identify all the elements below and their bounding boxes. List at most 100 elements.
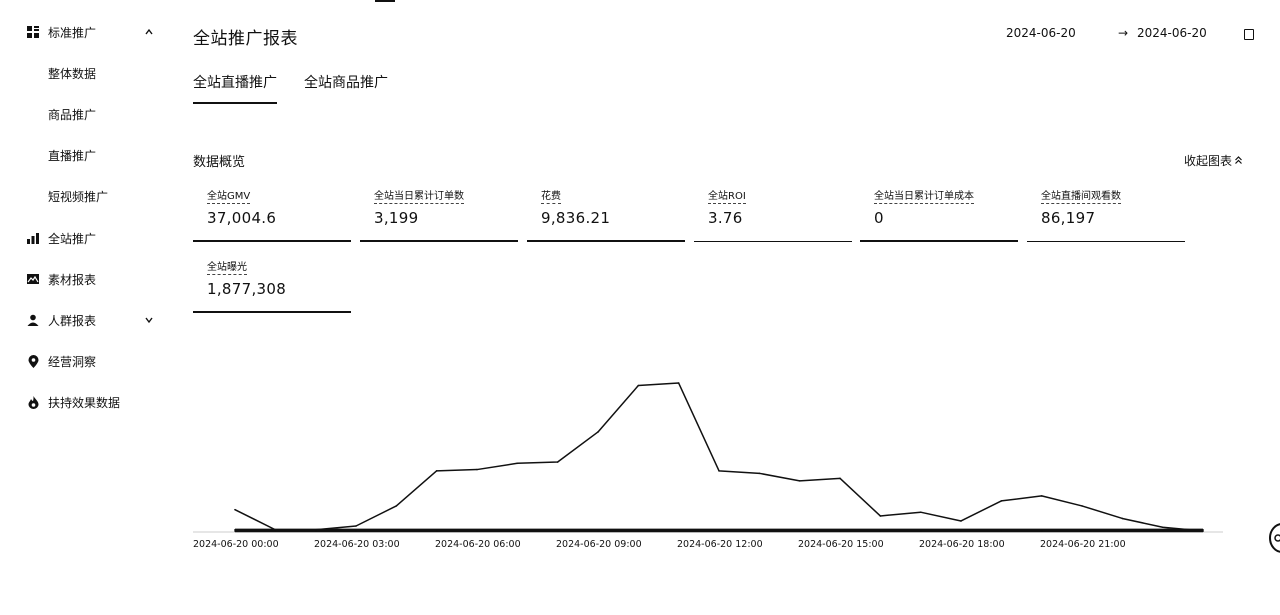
data-point: [1040, 495, 1043, 497]
sidebar-item-standard-promotion[interactable]: 标准推广: [26, 21, 156, 43]
sidebar-subitem-live-promotion[interactable]: 直播推广: [48, 145, 96, 165]
data-point: [919, 511, 922, 513]
data-point: [1000, 500, 1003, 502]
metric-label: 全站GMV: [207, 191, 251, 204]
data-point: [879, 530, 882, 532]
tab-site-product-promotion[interactable]: 全站商品推广: [304, 75, 388, 91]
data-point: [476, 530, 478, 532]
tab-site-live-promotion[interactable]: 全站直播推广: [193, 72, 277, 104]
metric-card-spend[interactable]: 花费 9,836.21: [527, 190, 685, 242]
data-point: [839, 477, 841, 480]
metric-value: 37,004.6: [207, 209, 277, 227]
sidebar-item-label: 素材报表: [48, 272, 97, 287]
calendar-icon[interactable]: [1244, 29, 1254, 40]
data-point: [798, 530, 801, 532]
sidebar-item-business-insight[interactable]: 经营洞察: [26, 350, 156, 372]
data-point: [919, 530, 922, 532]
sidebar-item-audience-report[interactable]: 人群报表: [26, 309, 156, 331]
metric-value: 86,197: [1041, 209, 1096, 227]
data-point: [234, 530, 236, 532]
data-point: [556, 461, 559, 463]
tab-bar: 全站直播推广 全站商品推广: [193, 72, 388, 104]
sidebar-subitem-label: 短视频推广: [48, 189, 109, 204]
location-pin-icon: [26, 354, 40, 368]
sidebar-subitem-short-video-promotion[interactable]: 短视频推广: [48, 186, 108, 206]
help-icon[interactable]: [1268, 520, 1280, 556]
sidebar-subitem-product-promotion[interactable]: 商品推广: [48, 104, 96, 124]
data-point: [395, 530, 398, 532]
x-tick-label: 2024-06-20 06:00: [435, 539, 521, 550]
data-point: [960, 520, 962, 522]
metric-card-order-count[interactable]: 全站当日累计订单数 3,199: [360, 190, 518, 242]
arrow-right-icon: →: [1118, 26, 1129, 40]
sidebar-item-material-report[interactable]: 素材报表: [26, 268, 156, 290]
date-start-input[interactable]: 2024-06-20: [1006, 26, 1076, 40]
data-point: [637, 530, 640, 532]
data-point: [435, 530, 438, 532]
metric-label: 全站ROI: [708, 191, 746, 204]
data-point: [476, 468, 478, 471]
data-point: [597, 431, 599, 433]
date-end-input[interactable]: 2024-06-20: [1137, 26, 1207, 40]
page-title: 全站推广报表: [193, 29, 298, 49]
x-tick-label: 2024-06-20 21:00: [1040, 539, 1126, 550]
sidebar-item-site-promotion[interactable]: 全站推广: [26, 227, 156, 249]
sidebar-item-label: 全站推广: [48, 231, 97, 246]
data-point: [677, 382, 680, 384]
x-tick-label: 2024-06-20 03:00: [314, 539, 400, 550]
data-point: [1121, 517, 1124, 520]
person-icon: [26, 313, 40, 327]
metric-card-roi[interactable]: 全站ROI 3.76: [694, 190, 852, 242]
metric-card-gmv[interactable]: 全站GMV 37,004.6: [193, 190, 351, 242]
trend-chart-svg: 2024-06-20 00:00 2024-06-20 03:00 2024-06-…: [193, 382, 1223, 550]
sidebar-subitem-overall-data[interactable]: 整体数据: [48, 63, 96, 83]
metric-value: 9,836.21: [541, 209, 611, 227]
data-point: [314, 530, 317, 532]
metric-value: 0: [874, 209, 884, 227]
sidebar-subitem-label: 直播推广: [48, 148, 97, 163]
metric-value: 1,877,308: [207, 280, 287, 298]
data-point: [1040, 530, 1043, 532]
metric-card-order-cost[interactable]: 全站当日累计订单成本 0: [860, 190, 1018, 242]
metric-label: 全站直播间观看数: [1041, 191, 1121, 204]
data-point: [718, 530, 720, 532]
metric-card-live-views[interactable]: 全站直播间观看数 86,197: [1027, 190, 1185, 242]
data-point: [355, 530, 357, 532]
data-point: [637, 384, 640, 387]
data-point: [960, 530, 962, 532]
metric-value: 3.76: [708, 209, 743, 227]
data-point: [234, 508, 236, 511]
metric-label: 花费: [541, 191, 561, 204]
sidebar-item-support-effect[interactable]: 扶持效果数据: [26, 391, 156, 413]
data-point: [839, 530, 841, 532]
series-line-1: [234, 382, 1204, 532]
collapse-chart-label: 收起图表: [1184, 154, 1233, 168]
double-chevron-up-icon: [1234, 154, 1243, 168]
sidebar-subitem-label: 商品推广: [48, 107, 97, 122]
x-tick-label: 2024-06-20 18:00: [919, 539, 1005, 550]
metric-value: 3,199: [374, 209, 419, 227]
data-point: [395, 505, 398, 507]
data-point: [1081, 530, 1083, 532]
chevron-down-icon[interactable]: [142, 313, 156, 327]
metric-card-impressions[interactable]: 全站曝光 1,877,308: [193, 261, 351, 313]
metric-label: 全站曝光: [207, 262, 247, 275]
data-point: [718, 470, 720, 472]
data-point: [758, 472, 761, 475]
sidebar-item-label: 经营洞察: [48, 354, 97, 369]
collapse-chart-button[interactable]: 收起图表: [1184, 152, 1243, 169]
data-point: [879, 515, 882, 517]
data-point: [597, 530, 599, 532]
sidebar-subitem-label: 整体数据: [48, 66, 97, 81]
x-tick-label: 2024-06-20 12:00: [677, 539, 763, 550]
sidebar: 标准推广 整体数据 商品推广 直播推广 短视频推广 全站推广 素材报表 人群报表…: [0, 0, 170, 615]
data-point: [1121, 530, 1124, 532]
data-point: [1161, 530, 1164, 532]
data-point: [1202, 530, 1204, 532]
data-point: [1081, 505, 1083, 507]
x-tick-label: 2024-06-20 00:00: [193, 539, 279, 550]
chevron-up-icon[interactable]: [142, 25, 156, 39]
data-point: [435, 470, 438, 472]
data-point: [556, 530, 559, 532]
x-tick-label: 2024-06-20 09:00: [556, 539, 642, 550]
